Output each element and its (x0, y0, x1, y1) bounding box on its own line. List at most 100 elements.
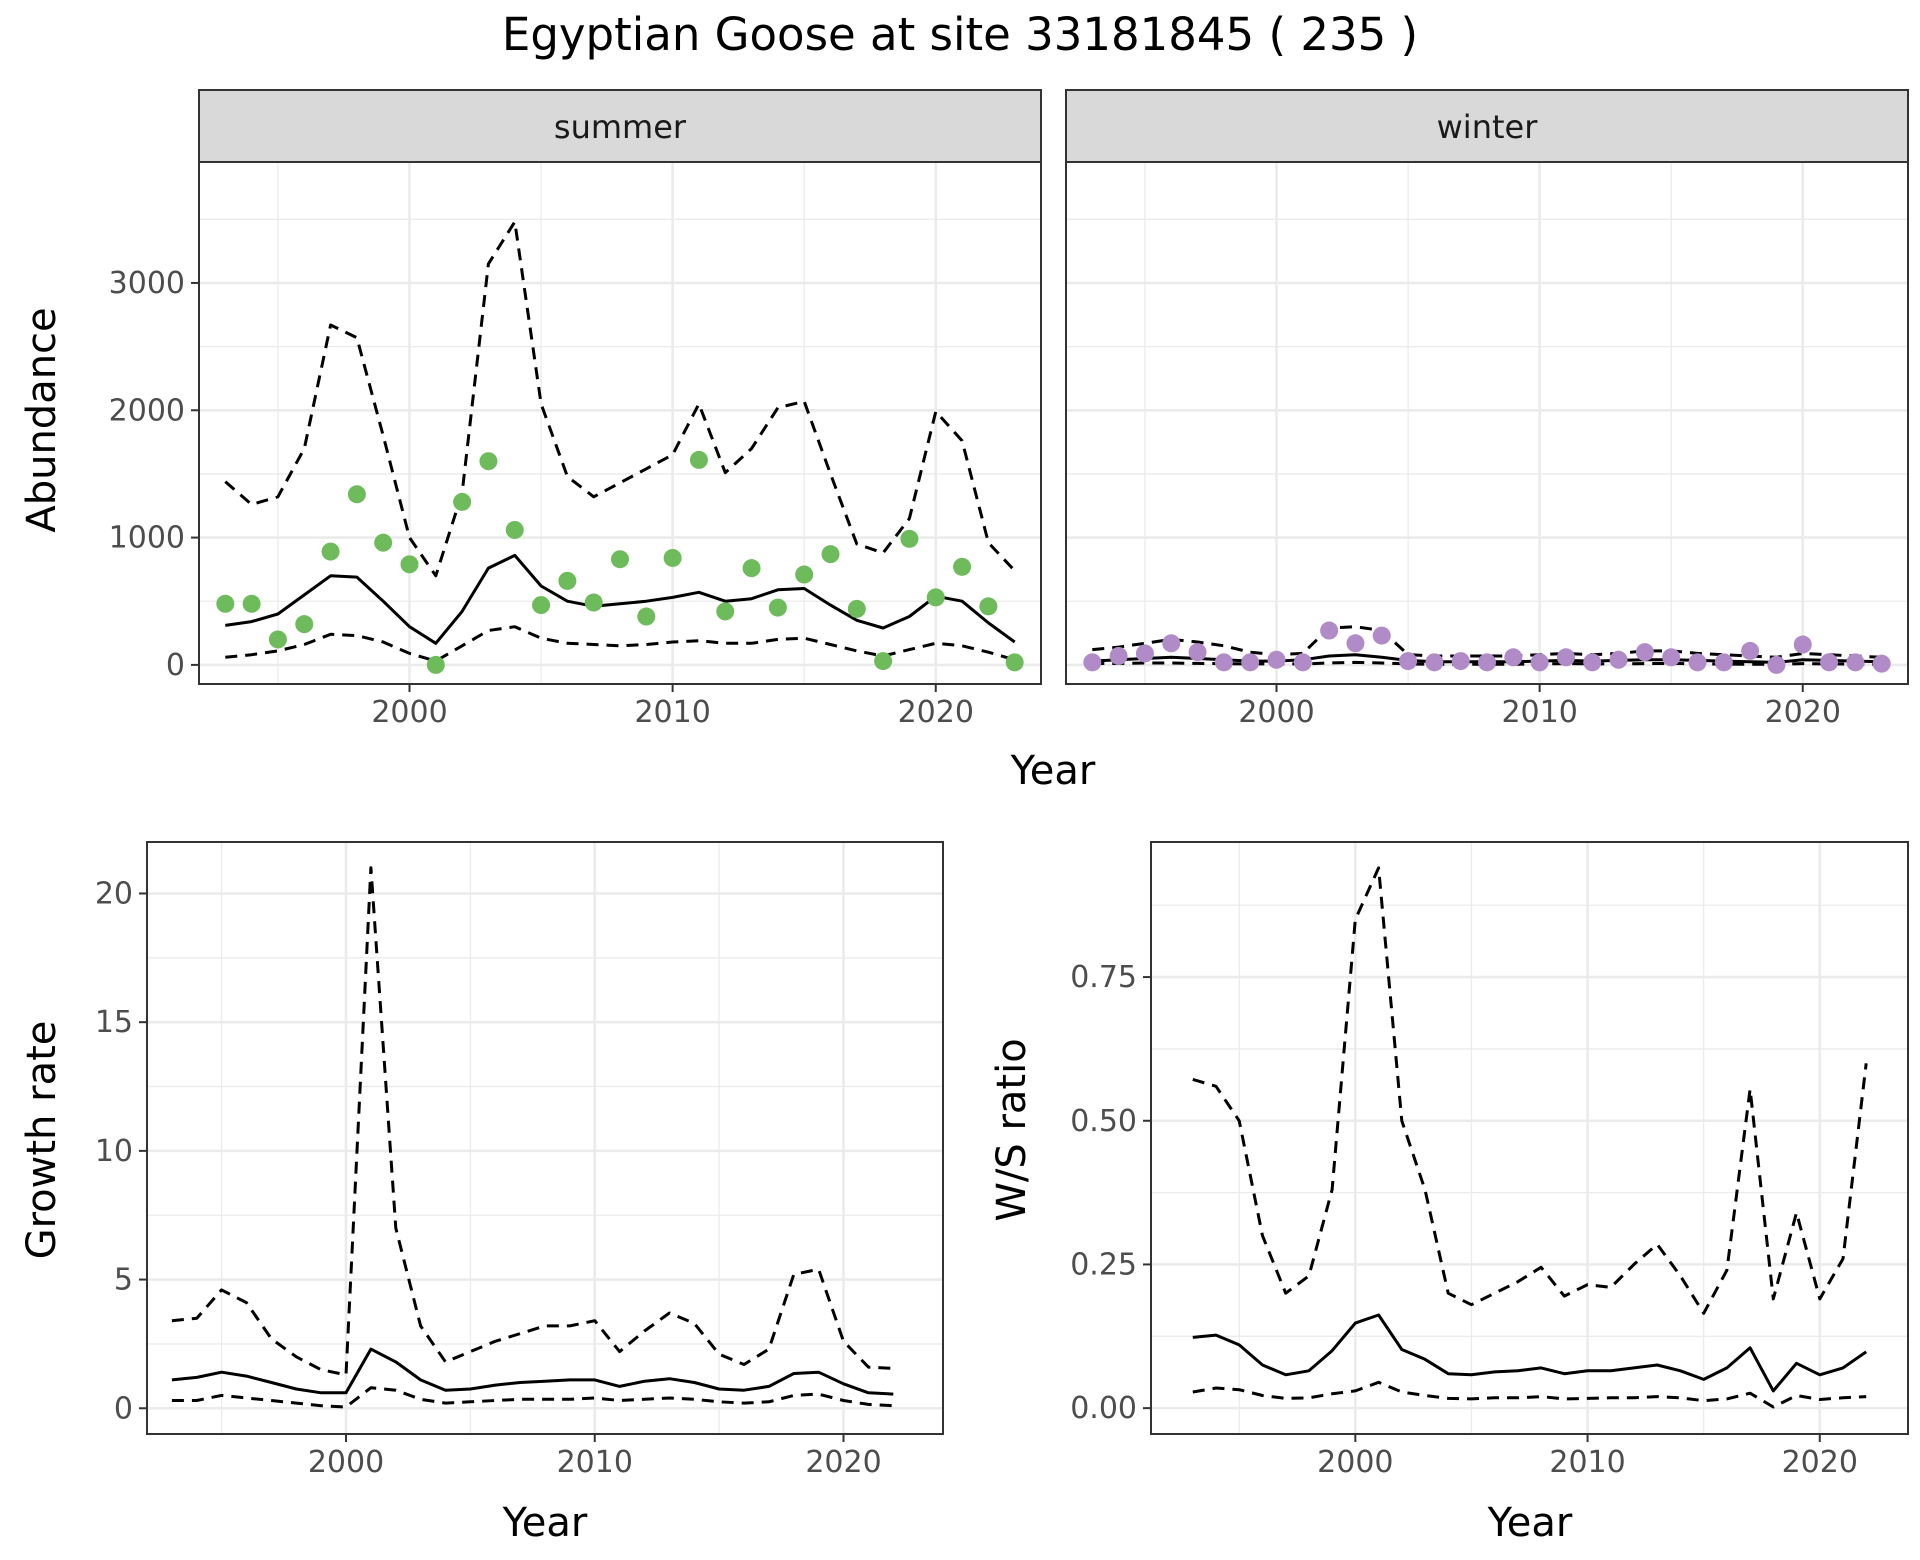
data-point (1005, 653, 1024, 672)
data-point (1293, 653, 1312, 672)
y-tick-label: 0.25 (1070, 1247, 1137, 1282)
data-point (374, 533, 393, 552)
data-point (1267, 650, 1286, 669)
x-tick-label: 2020 (1765, 695, 1841, 730)
series-line-bound (1192, 866, 1868, 1315)
data-point (558, 571, 577, 590)
x-tick-label: 2020 (805, 1445, 881, 1480)
y-tick-label: 15 (95, 1005, 133, 1040)
data-point (1346, 634, 1365, 653)
data-point (979, 597, 998, 616)
data-point (1767, 655, 1786, 674)
plot-area (199, 162, 1041, 684)
data-point (400, 555, 419, 574)
data-point (216, 594, 235, 613)
ws-y-axis-title: W/S ratio (989, 1038, 1035, 1221)
x-tick-label: 2000 (371, 695, 447, 730)
series-line-median (225, 553, 1016, 645)
data-point (242, 594, 261, 613)
data-point (1793, 635, 1812, 654)
facet-strip-summer (198, 89, 1042, 163)
facet-label-summer: summer (554, 108, 687, 146)
plot-area (147, 842, 943, 1434)
data-point (1188, 643, 1207, 662)
series-line-bound (1192, 1380, 1867, 1409)
data-point (584, 593, 603, 612)
data-point (1504, 648, 1523, 667)
data-point (1214, 653, 1233, 672)
data-point (1478, 653, 1496, 672)
series-line-median (1192, 1313, 1868, 1393)
data-point (900, 529, 919, 548)
y-tick-label: 20 (95, 876, 133, 911)
data-point (1820, 653, 1839, 672)
data-point (479, 452, 498, 471)
growth-x-axis-title: Year (502, 1500, 588, 1546)
data-point (1451, 652, 1470, 671)
panel-border (1150, 841, 1909, 1435)
data-point (1320, 621, 1339, 640)
data-point (716, 602, 735, 621)
data-point (1372, 626, 1391, 645)
data-point (1530, 653, 1549, 672)
data-point (611, 550, 629, 569)
ws-x-axis-title: Year (1487, 1500, 1573, 1546)
data-point (821, 545, 840, 564)
data-point (1635, 643, 1654, 662)
data-point (1399, 652, 1418, 671)
growth-y-axis-title: Growth rate (19, 1021, 65, 1260)
data-point (268, 630, 287, 649)
panel-border (1065, 161, 1909, 685)
page-title: Egyptian Goose at site 33181845 ( 235 ) (502, 8, 1418, 61)
series-line-bound (171, 1386, 894, 1409)
x-tick-label: 2000 (1317, 1445, 1393, 1480)
panel-border (198, 161, 1042, 685)
data-point (1714, 653, 1733, 672)
data-point (347, 485, 366, 504)
data-point (1609, 650, 1628, 669)
data-point (795, 565, 814, 584)
data-point (1109, 646, 1128, 665)
data-point (426, 655, 445, 674)
y-tick-label: 3000 (109, 266, 185, 301)
y-tick-label: 5 (114, 1263, 133, 1298)
data-point (1083, 653, 1102, 672)
data-point (532, 596, 551, 615)
data-point (1135, 644, 1154, 663)
y-tick-label: 10 (95, 1134, 133, 1169)
data-point (1583, 653, 1602, 672)
data-point (295, 615, 314, 634)
x-tick-label: 2010 (557, 1445, 633, 1480)
data-point (1241, 653, 1260, 672)
plot-area (1151, 842, 1908, 1434)
data-point (505, 520, 524, 539)
data-point (1162, 634, 1181, 653)
ws-ratio-panel: 2000 2010 2020 0.00 0.25 0.50 0.75 (1070, 841, 1909, 1480)
plot-area (1066, 162, 1908, 684)
facet-label-winter: winter (1437, 108, 1539, 146)
x-tick-label: 2010 (634, 695, 710, 730)
data-point (953, 557, 972, 576)
abundance-x-axis-title: Year (1010, 748, 1096, 794)
data-point (768, 598, 787, 617)
y-tick-label: 2000 (109, 393, 185, 428)
data-point (926, 588, 945, 607)
data-point (1688, 653, 1707, 672)
y-tick-label: 0.75 (1070, 960, 1137, 995)
x-tick-label: 2020 (898, 695, 974, 730)
x-tick-label: 2010 (1501, 695, 1577, 730)
y-tick-label: 1000 (109, 521, 185, 556)
data-point (1662, 648, 1681, 667)
abundance-y-axis-title: Abundance (19, 307, 65, 532)
abundance-winter-panel: winter 2000 2010 2020 (1065, 89, 1909, 730)
data-point (847, 599, 866, 618)
data-point (689, 450, 708, 469)
y-tick-label: 0 (114, 1391, 133, 1426)
y-tick-label: 0.00 (1070, 1391, 1137, 1426)
data-point (874, 652, 893, 671)
data-point (1846, 653, 1865, 672)
data-point (1872, 654, 1891, 673)
data-point (1556, 648, 1575, 667)
data-point (321, 542, 340, 561)
